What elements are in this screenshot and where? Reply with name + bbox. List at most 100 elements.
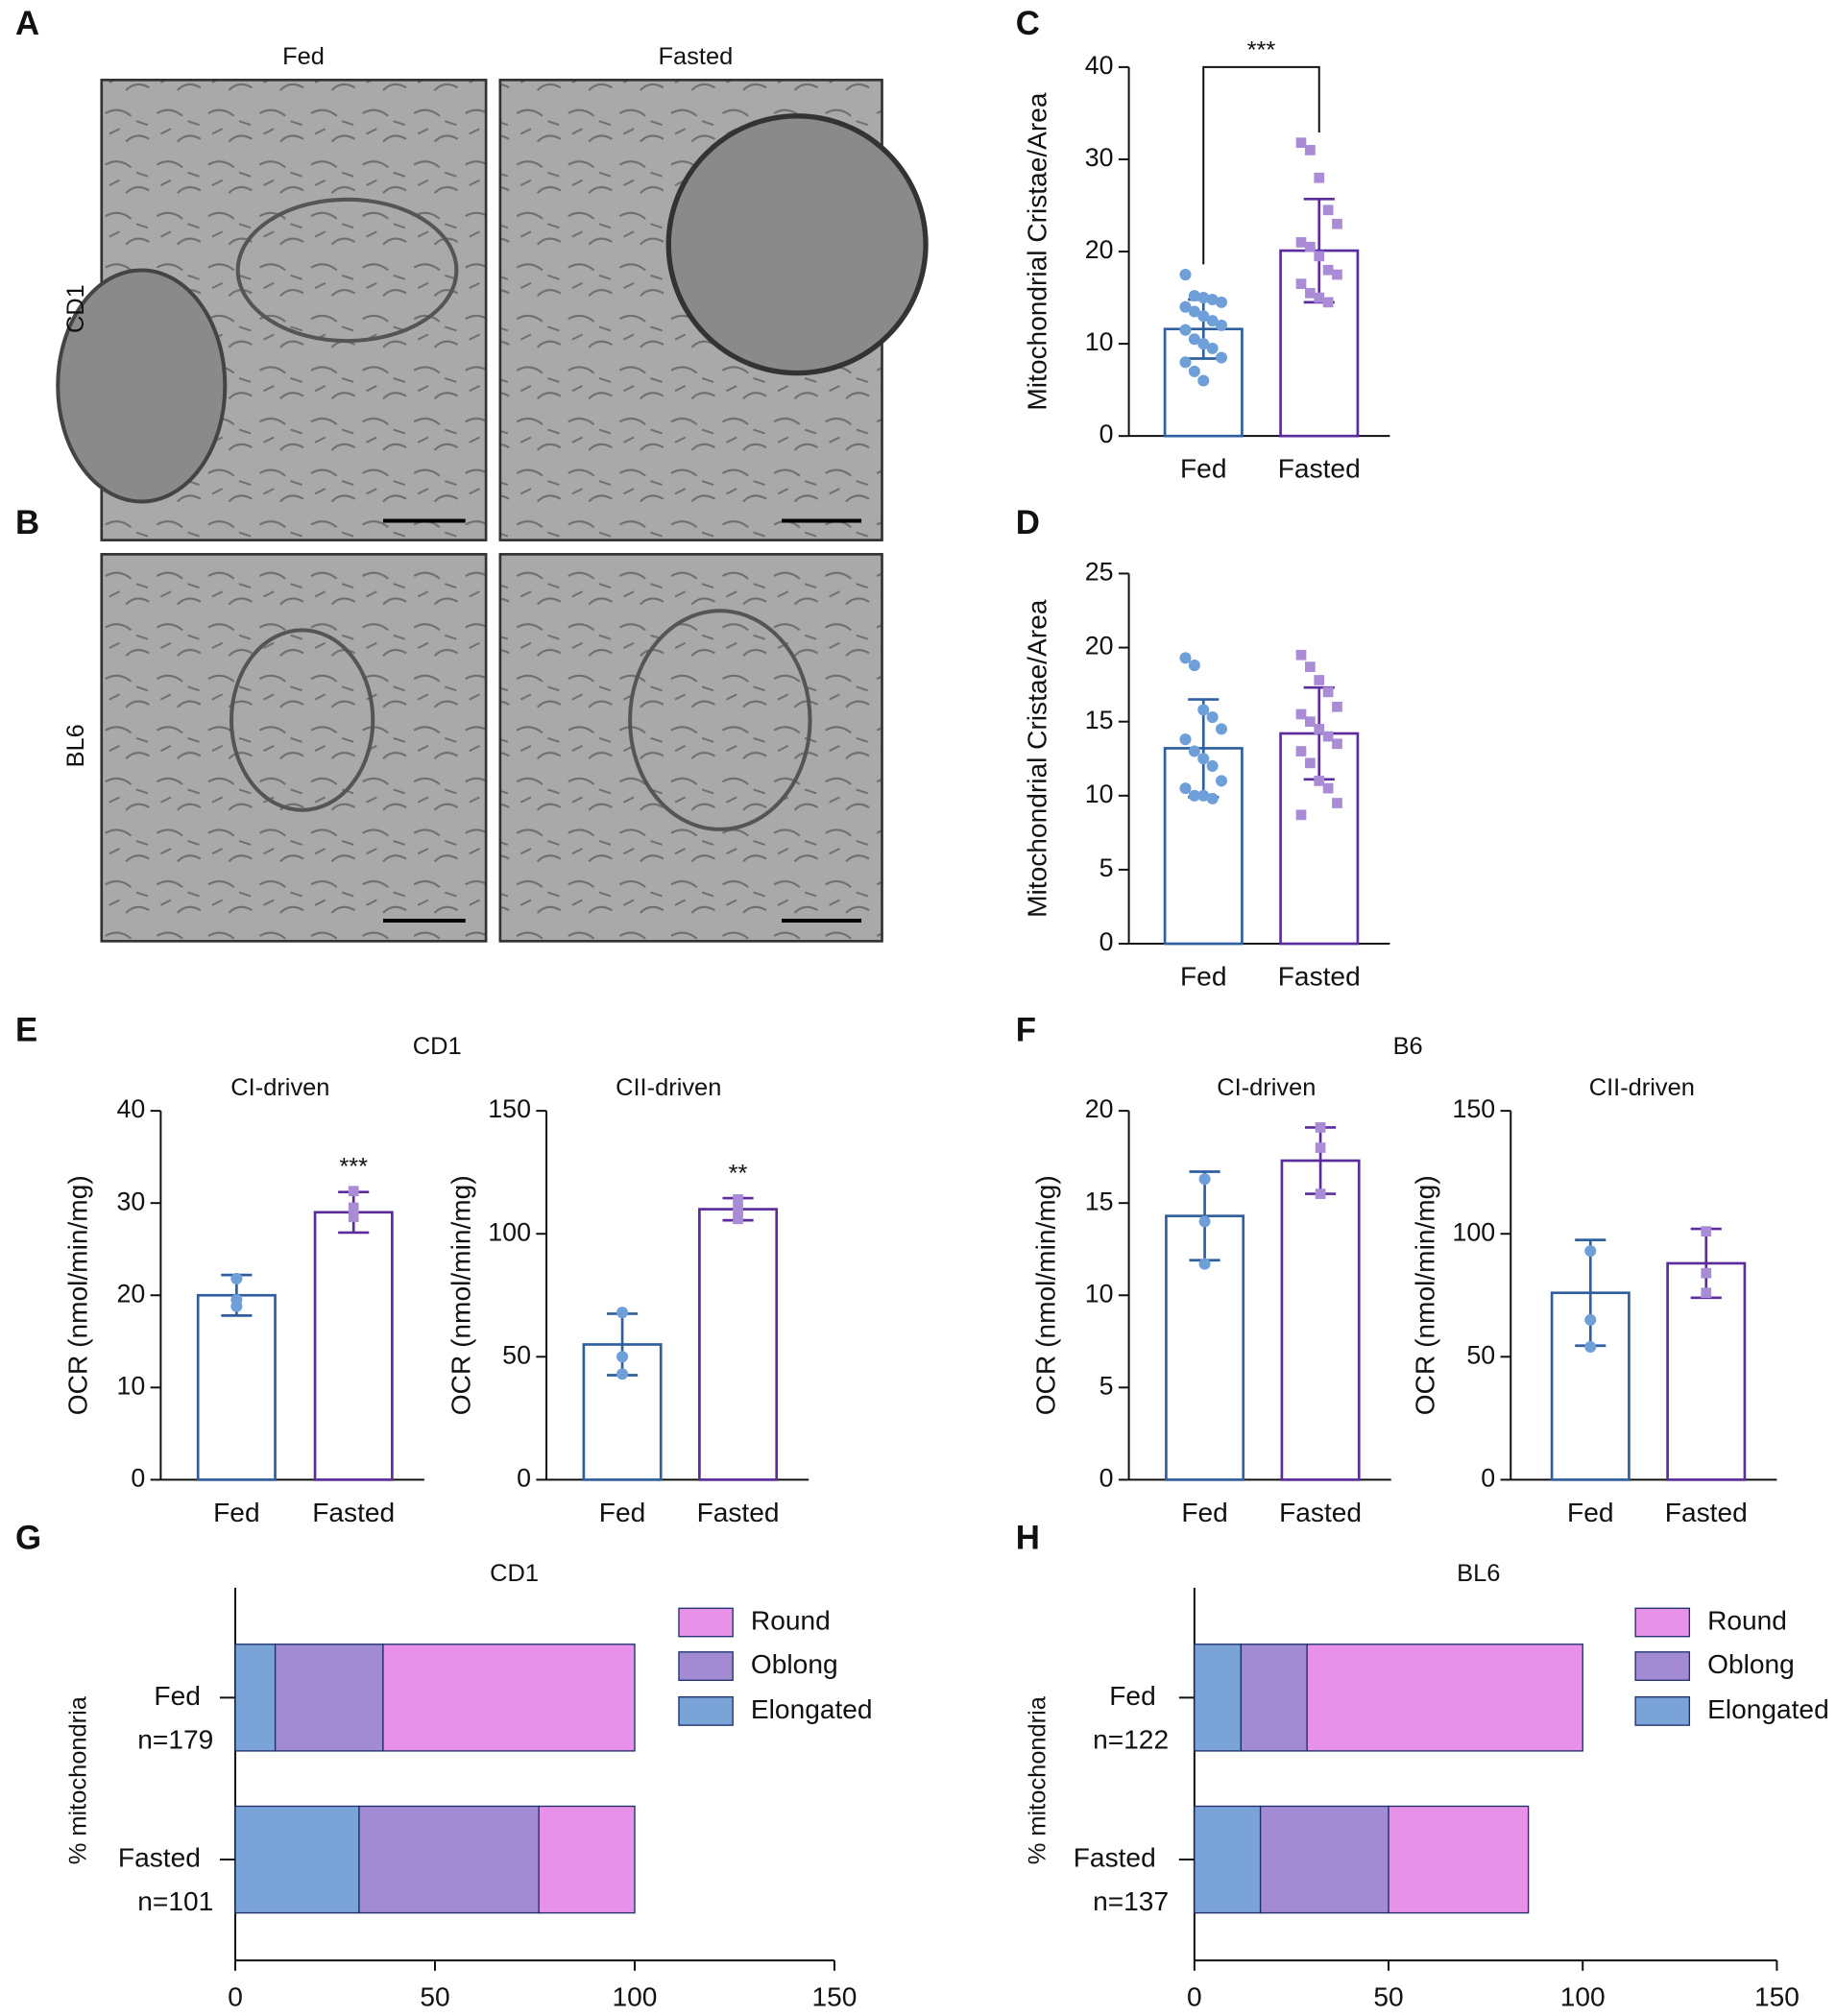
data-point [1701,1267,1712,1279]
bar [313,1211,394,1481]
data-point [1215,296,1228,308]
data-point [1315,1122,1326,1133]
x-tick-label: 50 [1373,1982,1403,2012]
x-tick-label: 100 [1560,1982,1606,2012]
data-point [733,1204,743,1214]
category-n-label: n=179 [137,1724,213,1754]
x-tick-label: Fed [599,1498,645,1527]
category-n-label: n=122 [1093,1724,1169,1754]
bar-segment [1388,1805,1530,1914]
data-point [616,1307,629,1319]
panel-label: E [15,1012,37,1049]
data-point [1188,305,1200,318]
data-point [1305,716,1316,728]
data-point [1188,789,1200,802]
x-tick-label: Fasted [1278,962,1361,992]
category-label: Fed [154,1681,200,1711]
y-tick-label: 0 [1481,1463,1495,1492]
data-point [1305,145,1316,156]
data-point [1197,789,1210,802]
data-point [1701,1287,1712,1299]
legend-swatch [1634,1696,1691,1726]
data-point [1315,1142,1326,1153]
significance-bracket [1202,65,1320,265]
y-tick-label: 0 [517,1463,531,1492]
bar-segment [358,1805,540,1914]
category-n-label: n=137 [1093,1886,1169,1916]
data-point [1197,310,1210,323]
y-tick-label: 0 [1099,1463,1114,1492]
chart-title: CD1 [490,1560,539,1587]
category-n-label: n=101 [137,1886,213,1916]
micrograph-detail [628,609,812,831]
data-point [1295,708,1307,720]
data-point [230,1272,243,1284]
bar [1279,249,1360,438]
x-tick-label: Fed [1180,962,1226,992]
data-point [1322,297,1334,308]
x-tick-label: Fed [1180,454,1226,484]
data-point [1295,809,1307,821]
bar-segment [1194,1805,1262,1914]
x-tick-label: Fasted [697,1498,780,1527]
chart-title: CII-driven [1589,1074,1695,1101]
group-title: CD1 [413,1033,462,1060]
y-axis-label: OCR (nmol/min/mg) [62,1175,92,1415]
y-axis-label: Mitochondrial Cristae/Area [1022,599,1051,918]
legend-label: Oblong [751,1649,838,1679]
legend-swatch [678,1607,734,1638]
y-axis-label: Mitochondrial Cristae/Area [1022,92,1051,411]
data-point [1197,704,1210,716]
data-point [230,1300,243,1312]
data-point [1215,775,1228,787]
row-label: BL6 [62,724,89,767]
x-tick-label: 0 [228,1982,243,2012]
data-point [1305,241,1316,252]
data-point [1188,745,1200,757]
data-point [1584,1245,1597,1258]
data-point [1206,315,1219,327]
data-point [616,1351,629,1363]
bar-segment [274,1644,384,1752]
bar-segment [234,1805,360,1914]
bar [196,1293,277,1481]
legend-label: Elongated [1707,1694,1829,1724]
bar [698,1208,779,1481]
column-label: Fed [282,43,325,70]
data-point [1179,300,1192,313]
row-label: CD1 [62,284,89,333]
data-point [1215,723,1228,735]
data-point [1295,237,1307,248]
y-tick-label: 20 [1085,632,1114,660]
y-axis-label: OCR (nmol/min/mg) [1031,1175,1061,1415]
y-tick-label: 10 [1085,327,1114,356]
data-point [348,1212,359,1222]
data-point [1179,269,1192,281]
category-label: Fasted [118,1842,201,1872]
data-point [1322,731,1334,742]
y-tick-label: 15 [1085,706,1114,734]
data-point [1332,218,1342,229]
data-point [1198,1173,1211,1186]
y-tick-label: 0 [1099,420,1114,448]
data-point [1197,338,1210,350]
x-tick-label: Fasted [312,1498,395,1527]
y-axis-label: OCR (nmol/min/mg) [1411,1175,1440,1415]
panel-label: F [1016,1012,1036,1049]
bar-segment [1194,1644,1243,1752]
y-tick-label: 40 [1085,51,1114,80]
bar [1280,1159,1361,1481]
data-point [1314,172,1325,183]
data-point [1188,660,1200,672]
y-tick-label: 20 [117,1279,146,1308]
data-point [1314,675,1325,685]
data-point [1314,776,1325,786]
data-point [1206,792,1219,804]
data-point [348,1186,359,1197]
data-point [1315,1188,1326,1199]
x-tick-label: 100 [613,1982,658,2012]
data-point [1295,746,1307,756]
y-tick-label: 15 [1085,1187,1114,1215]
data-point [1314,251,1325,262]
legend-swatch [1634,1607,1691,1638]
